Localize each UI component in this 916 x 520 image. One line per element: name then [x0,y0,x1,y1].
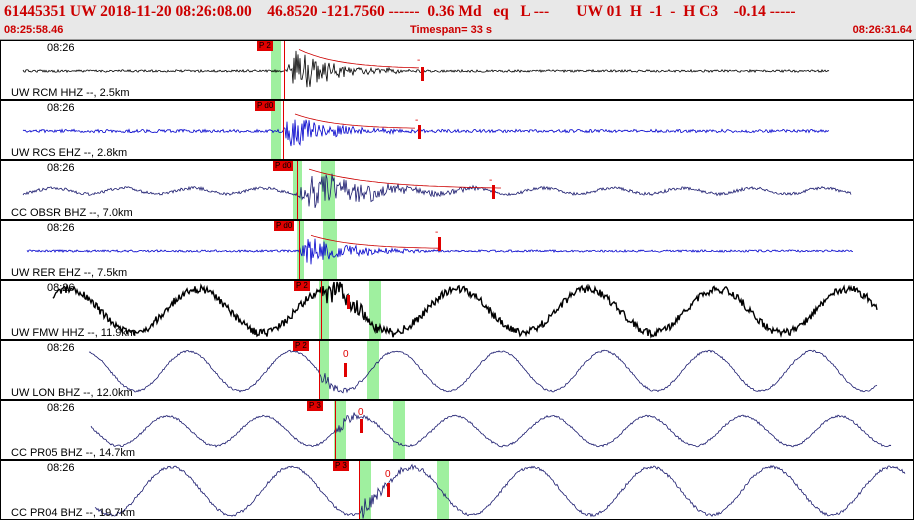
pick-window [319,281,329,339]
pick-window [359,461,371,519]
coda-decay-curve [294,113,415,129]
station-label: CC PR04 BHZ --, 19.7km [11,507,136,519]
coda-decay-curve [298,49,420,69]
pick-window [437,461,449,519]
p-pick-line[interactable] [319,341,320,399]
pick-window [367,341,379,399]
station-label: UW RER EHZ --, 7.5km [11,267,128,279]
trace-panel-lon[interactable]: P 2 0 08:26 UW LON BHZ --, 12.0km [0,340,914,400]
trace-panel-fmw[interactable]: P 2 08:26 UW FMW HHZ --, 11.9km [0,280,914,340]
p-pick-line[interactable] [359,461,360,519]
waveform-trace [52,281,878,339]
trace-panel-rcs[interactable]: P d0 - 08:26 UW RCS EHZ --, 2.8km [0,100,914,160]
coda-label: 0 [358,407,364,418]
trace-time-label: 08:26 [47,162,75,174]
coda-marker[interactable] [492,185,495,199]
waveform-line [52,281,878,339]
coda-marker[interactable] [418,125,421,139]
coda-label: - [417,55,421,66]
coda-marker[interactable] [438,237,441,251]
trace-panel-pr05[interactable]: P 3 0 08:26 CC PR05 BHZ --, 14.7km [0,400,914,460]
end-time: 08:26:31.64 [852,24,912,36]
trace-time-label: 08:26 [47,102,75,114]
waveform-line [22,173,852,209]
waveform-trace [22,113,830,147]
p-pick-line[interactable] [283,101,284,159]
event-summary: 61445351 UW 2018-11-20 08:26:08.00 46.85… [4,3,796,20]
p-pick-label[interactable]: P 3 [307,401,323,411]
p-pick-label[interactable]: P 3 [333,461,349,471]
waveform-line [90,412,892,448]
timespan: Timespan= 33 s [410,24,493,36]
p-pick-label[interactable]: P 2 [293,341,309,351]
trace-time-label: 08:26 [47,402,75,414]
coda-label: 0 [343,349,349,360]
station-label: CC OBSR BHZ --, 7.0km [11,207,133,219]
p-pick-line[interactable] [297,161,298,219]
station-label: UW LON BHZ --, 12.0km [11,387,133,399]
p-pick-label[interactable]: P 2 [294,281,310,291]
p-pick-line[interactable] [335,401,336,459]
station-label: UW FMW HHZ --, 11.9km [11,327,137,339]
p-pick-line[interactable] [284,41,285,99]
p-pick-label[interactable]: P d0 [274,221,295,231]
trace-panel-obsr[interactable]: P d0 - 08:26 CC OBSR BHZ --, 7.0km [0,160,914,220]
station-label: UW RCS EHZ --, 2.8km [11,147,128,159]
waveform-trace [94,463,906,519]
waveform-line [22,119,830,147]
coda-decay-curve [308,168,501,189]
pick-window [271,41,281,99]
trace-time-label: 08:26 [47,342,75,354]
start-time: 08:25:58.46 [4,24,64,36]
coda-marker[interactable] [421,67,424,81]
coda-marker[interactable] [347,295,350,309]
coda-label: - [489,175,493,186]
trace-panel-pr04[interactable]: P 3 0 08:26 CC PR04 BHZ --, 19.7km [0,460,914,520]
trace-time-label: 08:26 [47,222,75,234]
p-pick-label[interactable]: P d0 [255,101,276,111]
trace-time-label: 08:26 [47,462,75,474]
coda-marker[interactable] [387,483,390,497]
coda-decay-curve [310,234,440,249]
waveform-trace [26,234,853,265]
pick-window [271,101,281,159]
waveform-line [94,463,906,519]
seismogram-panels: P 2 - 08:26 UW RCM HHZ --, 2.5km P d0 - … [0,40,916,520]
coda-marker[interactable] [344,363,347,377]
trace-panel-rer[interactable]: P d0 - 08:26 UW RER EHZ --, 7.5km [0,220,914,280]
waveform-line [88,349,878,394]
station-label: CC PR05 BHZ --, 14.7km [11,447,136,459]
waveform-trace [90,412,892,448]
p-pick-label[interactable]: P d0 [273,161,294,171]
waveform-trace [22,168,852,209]
waveform-trace [88,349,878,394]
pick-window [319,341,329,399]
waveform-trace [22,49,830,88]
p-pick-line[interactable] [299,221,300,279]
trace-time-label: 08:26 [47,42,75,54]
trace-time-label: 08:26 [47,282,75,294]
coda-label: - [415,115,419,126]
coda-label: 0 [385,469,391,480]
pick-window [323,221,337,279]
p-pick-line[interactable] [321,281,322,339]
station-label: UW RCM HHZ --, 2.5km [11,87,130,99]
trace-panel-rcm[interactable]: P 2 - 08:26 UW RCM HHZ --, 2.5km [0,40,914,100]
event-header: 61445351 UW 2018-11-20 08:26:08.00 46.85… [0,0,916,40]
p-pick-label[interactable]: P 2 [257,41,273,51]
coda-marker[interactable] [360,419,363,433]
waveform-line [22,50,830,88]
coda-label: - [435,227,439,238]
